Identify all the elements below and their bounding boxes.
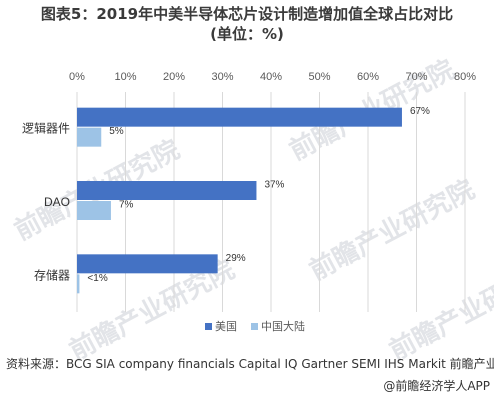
x-tick-label: 30%	[211, 71, 233, 83]
legend-label: 美国	[215, 320, 237, 333]
legend-label: 中国大陆	[261, 319, 305, 333]
data-label: 7%	[119, 200, 134, 211]
x-tick-label: 10%	[114, 71, 136, 83]
bar-cn	[77, 127, 102, 147]
category-label: DAO	[44, 195, 70, 209]
chart-title-line1: 图表5：2019年中美半导体芯片设计制造增加值全球占比对比	[40, 5, 454, 23]
chart-title-line2: (单位：%)	[210, 25, 284, 43]
source-note: 资料来源：BCG SIA company financials Capital …	[6, 357, 494, 371]
bar-us	[77, 107, 402, 127]
bar-cn	[77, 201, 111, 220]
chart-title: 图表5：2019年中美半导体芯片设计制造增加值全球占比对比 (单位：%)	[0, 4, 494, 44]
bar-us	[77, 254, 218, 274]
data-label: 37%	[264, 180, 284, 191]
bar-us	[77, 181, 257, 200]
x-tick-label: 80%	[454, 71, 476, 83]
bar-cn	[77, 274, 80, 294]
data-label: 29%	[226, 253, 246, 264]
bar-chart: 0% 10% 20% 30% 40% 50% 60% 70% 80% 逻辑器件 67% 5% DAO 37…	[22, 71, 476, 333]
legend-swatch	[205, 323, 212, 330]
category-label: 逻辑器件	[22, 122, 70, 136]
legend-swatch	[251, 323, 258, 330]
x-tick-label: 50%	[308, 71, 330, 83]
x-tick-label: 40%	[260, 71, 282, 83]
x-tick-label: 70%	[405, 71, 427, 83]
data-label: 5%	[109, 126, 124, 137]
credit-note: @前瞻经济学人APP	[383, 379, 490, 393]
data-label: <1%	[87, 273, 107, 284]
category-label: 存储器	[34, 267, 70, 282]
x-tick-label: 20%	[163, 71, 185, 83]
data-label: 67%	[410, 106, 430, 117]
x-tick-label: 60%	[357, 71, 379, 83]
x-tick-label: 0%	[69, 71, 85, 83]
